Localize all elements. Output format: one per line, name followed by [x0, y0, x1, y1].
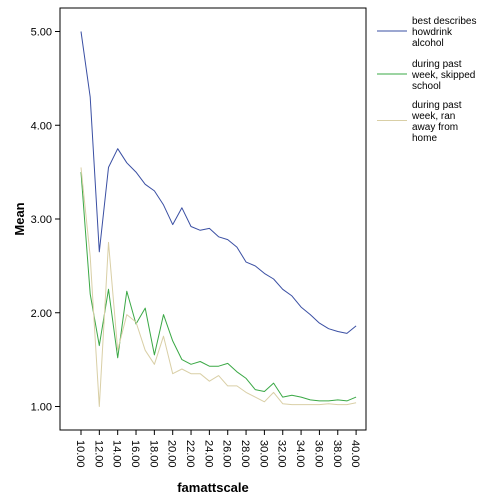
x-axis-ticks: 10.00 12.00 14.00 16.00 18.00 20.00 22.00 24.00…	[74, 430, 361, 468]
legend-label-2: school	[412, 81, 441, 92]
y-tick-label: 1.00	[31, 402, 52, 414]
x-tick-label: 20.00	[166, 440, 178, 468]
series-line-1	[80, 31, 357, 334]
legend-label-1: alcohol	[412, 38, 444, 49]
x-tick-label: 12.00	[92, 440, 104, 468]
x-tick-label: 18.00	[147, 440, 159, 468]
y-tick-label: 2.00	[31, 308, 52, 320]
y-axis-ticks: 5.00 4.00 3.00 2.00 1.00	[31, 27, 60, 414]
series-line-3	[80, 167, 357, 407]
x-tick-label: 24.00	[202, 440, 214, 468]
y-tick-label: 3.00	[31, 214, 52, 226]
y-tick-label: 5.00	[31, 27, 52, 39]
legend-label-3: week, ran	[411, 111, 455, 122]
x-tick-label: 10.00	[74, 440, 86, 468]
x-tick-label: 26.00	[221, 440, 233, 468]
legend-label-2: during past	[412, 59, 462, 70]
legend-label-3: away from	[412, 122, 458, 133]
x-tick-label: 32.00	[276, 440, 288, 468]
y-tick-label: 4.00	[31, 120, 52, 132]
plot-area	[59, 7, 367, 431]
x-tick-label: 30.00	[257, 440, 269, 468]
series-line-2	[80, 172, 357, 402]
x-tick-label: 34.00	[294, 440, 306, 468]
x-tick-label: 36.00	[312, 440, 324, 468]
series-lines	[80, 31, 357, 407]
legend-label-3: home	[412, 133, 437, 144]
legend-label-1: best describes	[412, 16, 476, 27]
legend-label-3: during past	[412, 100, 462, 111]
x-tick-label: 16.00	[129, 440, 141, 468]
x-axis-title: famattscale	[177, 480, 249, 495]
x-tick-label: 22.00	[184, 440, 196, 468]
x-tick-label: 28.00	[239, 440, 251, 468]
x-tick-label: 14.00	[111, 440, 123, 468]
legend-label-1: howdrink	[412, 27, 453, 38]
legend-label-2: week, skipped	[411, 70, 475, 81]
x-tick-label: 38.00	[331, 440, 343, 468]
y-axis-title: Mean	[12, 202, 27, 235]
x-tick-label: 40.00	[349, 440, 361, 468]
